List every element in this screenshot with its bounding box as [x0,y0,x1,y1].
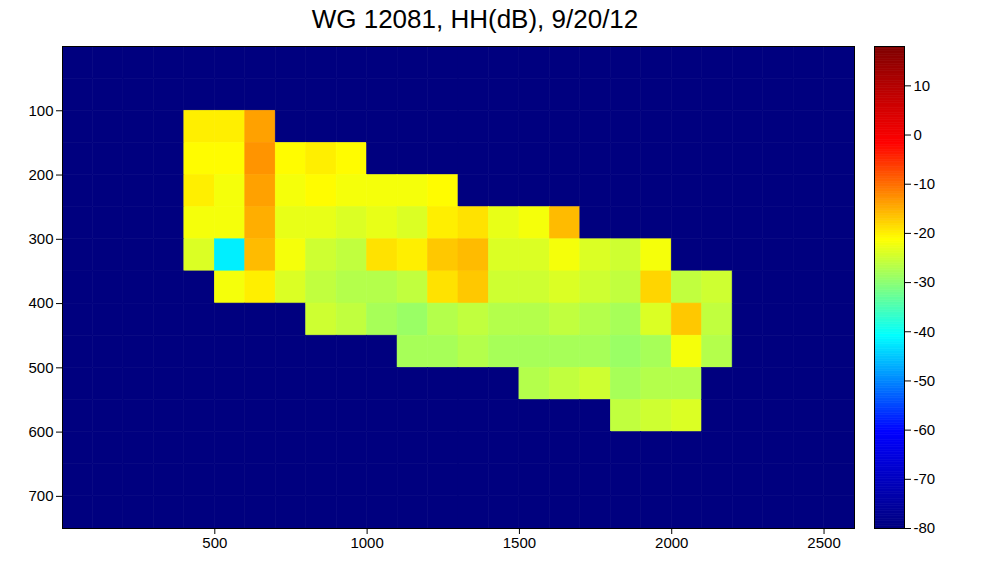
svg-text:0: 0 [914,126,922,143]
svg-text:500: 500 [202,534,227,551]
svg-text:200: 200 [28,166,53,183]
svg-text:500: 500 [28,359,53,376]
svg-text:300: 300 [28,230,53,247]
svg-text:-70: -70 [914,470,936,487]
svg-text:-20: -20 [914,224,936,241]
svg-text:-50: -50 [914,372,936,389]
svg-text:1500: 1500 [503,534,536,551]
svg-text:-80: -80 [914,519,936,536]
svg-text:400: 400 [28,294,53,311]
svg-text:-10: -10 [914,175,936,192]
svg-text:2500: 2500 [807,534,840,551]
svg-text:1000: 1000 [350,534,383,551]
svg-text:600: 600 [28,423,53,440]
svg-text:-30: -30 [914,273,936,290]
html-text:WG 12081, HH(dB), 9/20/12: WG 12081, HH(dB), 9/20/12 [311,4,639,34]
svg-text:700: 700 [28,487,53,504]
svg-text:-40: -40 [914,323,936,340]
svg-text:2000: 2000 [655,534,688,551]
svg-text:100: 100 [28,102,53,119]
svg-text:-60: -60 [914,421,936,438]
svg-text:10: 10 [914,77,931,94]
